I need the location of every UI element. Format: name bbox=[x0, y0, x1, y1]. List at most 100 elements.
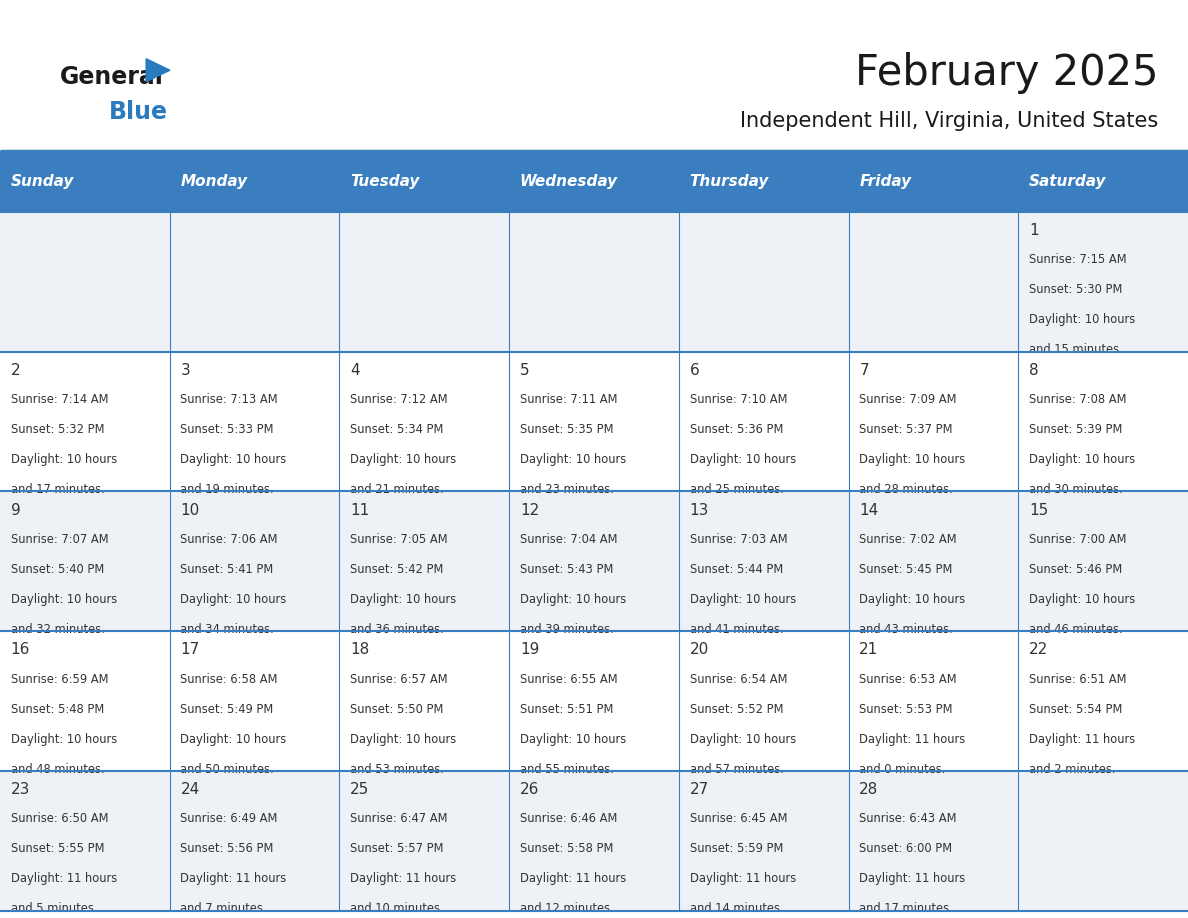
Text: Daylight: 10 hours: Daylight: 10 hours bbox=[11, 733, 116, 745]
Text: Sunset: 5:39 PM: Sunset: 5:39 PM bbox=[1029, 423, 1123, 436]
Bar bbox=[848, 151, 1018, 212]
Text: Daylight: 11 hours: Daylight: 11 hours bbox=[350, 872, 456, 885]
Text: Sunrise: 6:57 AM: Sunrise: 6:57 AM bbox=[350, 673, 448, 686]
Bar bbox=[678, 151, 848, 212]
Text: Sunrise: 7:07 AM: Sunrise: 7:07 AM bbox=[11, 532, 108, 546]
Text: Sunrise: 6:49 AM: Sunrise: 6:49 AM bbox=[181, 812, 278, 825]
Text: Sunset: 5:33 PM: Sunset: 5:33 PM bbox=[181, 423, 274, 436]
Text: 9: 9 bbox=[11, 502, 20, 518]
Text: 13: 13 bbox=[689, 502, 709, 518]
Text: 19: 19 bbox=[520, 643, 539, 657]
Text: Sunday: Sunday bbox=[11, 174, 74, 189]
Text: and 28 minutes.: and 28 minutes. bbox=[859, 483, 953, 497]
Text: Daylight: 10 hours: Daylight: 10 hours bbox=[520, 453, 626, 466]
Text: Sunset: 5:52 PM: Sunset: 5:52 PM bbox=[689, 702, 783, 715]
Text: Daylight: 11 hours: Daylight: 11 hours bbox=[520, 872, 626, 885]
Text: Sunrise: 7:04 AM: Sunrise: 7:04 AM bbox=[520, 532, 618, 546]
Text: 8: 8 bbox=[1029, 363, 1038, 378]
Polygon shape bbox=[146, 59, 170, 82]
Text: Sunrise: 7:09 AM: Sunrise: 7:09 AM bbox=[859, 393, 956, 406]
Text: and 17 minutes.: and 17 minutes. bbox=[11, 483, 105, 497]
Bar bbox=[0, 771, 1188, 911]
Text: Sunset: 5:40 PM: Sunset: 5:40 PM bbox=[11, 563, 103, 576]
Text: Sunset: 5:59 PM: Sunset: 5:59 PM bbox=[689, 843, 783, 856]
Text: Blue: Blue bbox=[109, 100, 169, 124]
Bar bbox=[0, 352, 1188, 491]
Text: Sunset: 5:53 PM: Sunset: 5:53 PM bbox=[859, 702, 953, 715]
Text: Sunrise: 7:13 AM: Sunrise: 7:13 AM bbox=[181, 393, 278, 406]
Text: 25: 25 bbox=[350, 782, 369, 797]
Text: Sunrise: 7:06 AM: Sunrise: 7:06 AM bbox=[181, 532, 278, 546]
Text: Sunrise: 7:03 AM: Sunrise: 7:03 AM bbox=[689, 532, 788, 546]
Text: 17: 17 bbox=[181, 643, 200, 657]
Text: 11: 11 bbox=[350, 502, 369, 518]
Text: Sunset: 5:48 PM: Sunset: 5:48 PM bbox=[11, 702, 103, 715]
Text: Saturday: Saturday bbox=[1029, 174, 1106, 189]
Text: Sunset: 5:57 PM: Sunset: 5:57 PM bbox=[350, 843, 443, 856]
Text: Sunset: 5:44 PM: Sunset: 5:44 PM bbox=[689, 563, 783, 576]
Text: Daylight: 10 hours: Daylight: 10 hours bbox=[1029, 593, 1136, 606]
Text: Daylight: 10 hours: Daylight: 10 hours bbox=[1029, 313, 1136, 327]
Text: Sunset: 5:46 PM: Sunset: 5:46 PM bbox=[1029, 563, 1123, 576]
Text: Sunset: 6:00 PM: Sunset: 6:00 PM bbox=[859, 843, 953, 856]
Text: Sunrise: 7:00 AM: Sunrise: 7:00 AM bbox=[1029, 532, 1126, 546]
Text: 6: 6 bbox=[689, 363, 700, 378]
Text: Daylight: 10 hours: Daylight: 10 hours bbox=[350, 453, 456, 466]
Text: Sunset: 5:58 PM: Sunset: 5:58 PM bbox=[520, 843, 613, 856]
Bar bbox=[340, 151, 510, 212]
Text: Daylight: 10 hours: Daylight: 10 hours bbox=[689, 453, 796, 466]
Text: Thursday: Thursday bbox=[689, 174, 769, 189]
Text: Friday: Friday bbox=[859, 174, 911, 189]
Text: and 53 minutes.: and 53 minutes. bbox=[350, 763, 444, 776]
Text: Daylight: 11 hours: Daylight: 11 hours bbox=[689, 872, 796, 885]
Text: Sunset: 5:37 PM: Sunset: 5:37 PM bbox=[859, 423, 953, 436]
Text: 4: 4 bbox=[350, 363, 360, 378]
Text: Sunrise: 7:12 AM: Sunrise: 7:12 AM bbox=[350, 393, 448, 406]
Text: Daylight: 10 hours: Daylight: 10 hours bbox=[520, 733, 626, 745]
Text: Sunset: 5:51 PM: Sunset: 5:51 PM bbox=[520, 702, 613, 715]
Text: Daylight: 11 hours: Daylight: 11 hours bbox=[11, 872, 116, 885]
Text: 28: 28 bbox=[859, 782, 878, 797]
Text: 7: 7 bbox=[859, 363, 868, 378]
Text: Sunrise: 7:15 AM: Sunrise: 7:15 AM bbox=[1029, 253, 1126, 266]
Text: Sunset: 5:50 PM: Sunset: 5:50 PM bbox=[350, 702, 443, 715]
Text: Daylight: 10 hours: Daylight: 10 hours bbox=[520, 593, 626, 606]
Bar bbox=[0, 491, 1188, 632]
Text: 2: 2 bbox=[11, 363, 20, 378]
Text: Sunrise: 6:43 AM: Sunrise: 6:43 AM bbox=[859, 812, 956, 825]
Text: Wednesday: Wednesday bbox=[520, 174, 618, 189]
Text: Sunrise: 6:45 AM: Sunrise: 6:45 AM bbox=[689, 812, 786, 825]
Text: Daylight: 10 hours: Daylight: 10 hours bbox=[1029, 453, 1136, 466]
Text: Daylight: 10 hours: Daylight: 10 hours bbox=[350, 593, 456, 606]
Text: Sunset: 5:55 PM: Sunset: 5:55 PM bbox=[11, 843, 105, 856]
Text: and 39 minutes.: and 39 minutes. bbox=[520, 623, 613, 636]
Text: Daylight: 10 hours: Daylight: 10 hours bbox=[689, 733, 796, 745]
Bar bbox=[510, 151, 678, 212]
Text: 10: 10 bbox=[181, 502, 200, 518]
Text: and 34 minutes.: and 34 minutes. bbox=[181, 623, 274, 636]
Text: Monday: Monday bbox=[181, 174, 247, 189]
Text: Sunset: 5:35 PM: Sunset: 5:35 PM bbox=[520, 423, 613, 436]
Text: and 15 minutes.: and 15 minutes. bbox=[1029, 343, 1123, 356]
Text: Sunset: 5:36 PM: Sunset: 5:36 PM bbox=[689, 423, 783, 436]
Text: and 36 minutes.: and 36 minutes. bbox=[350, 623, 444, 636]
Text: Sunrise: 6:51 AM: Sunrise: 6:51 AM bbox=[1029, 673, 1126, 686]
Text: Sunrise: 7:10 AM: Sunrise: 7:10 AM bbox=[689, 393, 786, 406]
Text: Daylight: 10 hours: Daylight: 10 hours bbox=[11, 593, 116, 606]
Text: Sunrise: 6:47 AM: Sunrise: 6:47 AM bbox=[350, 812, 448, 825]
Text: Daylight: 10 hours: Daylight: 10 hours bbox=[181, 593, 286, 606]
Text: 16: 16 bbox=[11, 643, 30, 657]
Text: Sunset: 5:43 PM: Sunset: 5:43 PM bbox=[520, 563, 613, 576]
Text: Independent Hill, Virginia, United States: Independent Hill, Virginia, United State… bbox=[740, 111, 1158, 131]
Text: Sunrise: 6:59 AM: Sunrise: 6:59 AM bbox=[11, 673, 108, 686]
Text: 3: 3 bbox=[181, 363, 190, 378]
Text: Daylight: 11 hours: Daylight: 11 hours bbox=[181, 872, 286, 885]
Text: and 43 minutes.: and 43 minutes. bbox=[859, 623, 953, 636]
Text: and 5 minutes.: and 5 minutes. bbox=[11, 902, 97, 915]
Text: Sunset: 5:49 PM: Sunset: 5:49 PM bbox=[181, 702, 273, 715]
Text: and 25 minutes.: and 25 minutes. bbox=[689, 483, 783, 497]
Text: 20: 20 bbox=[689, 643, 709, 657]
Text: Daylight: 10 hours: Daylight: 10 hours bbox=[181, 733, 286, 745]
Text: and 32 minutes.: and 32 minutes. bbox=[11, 623, 105, 636]
Text: 5: 5 bbox=[520, 363, 530, 378]
